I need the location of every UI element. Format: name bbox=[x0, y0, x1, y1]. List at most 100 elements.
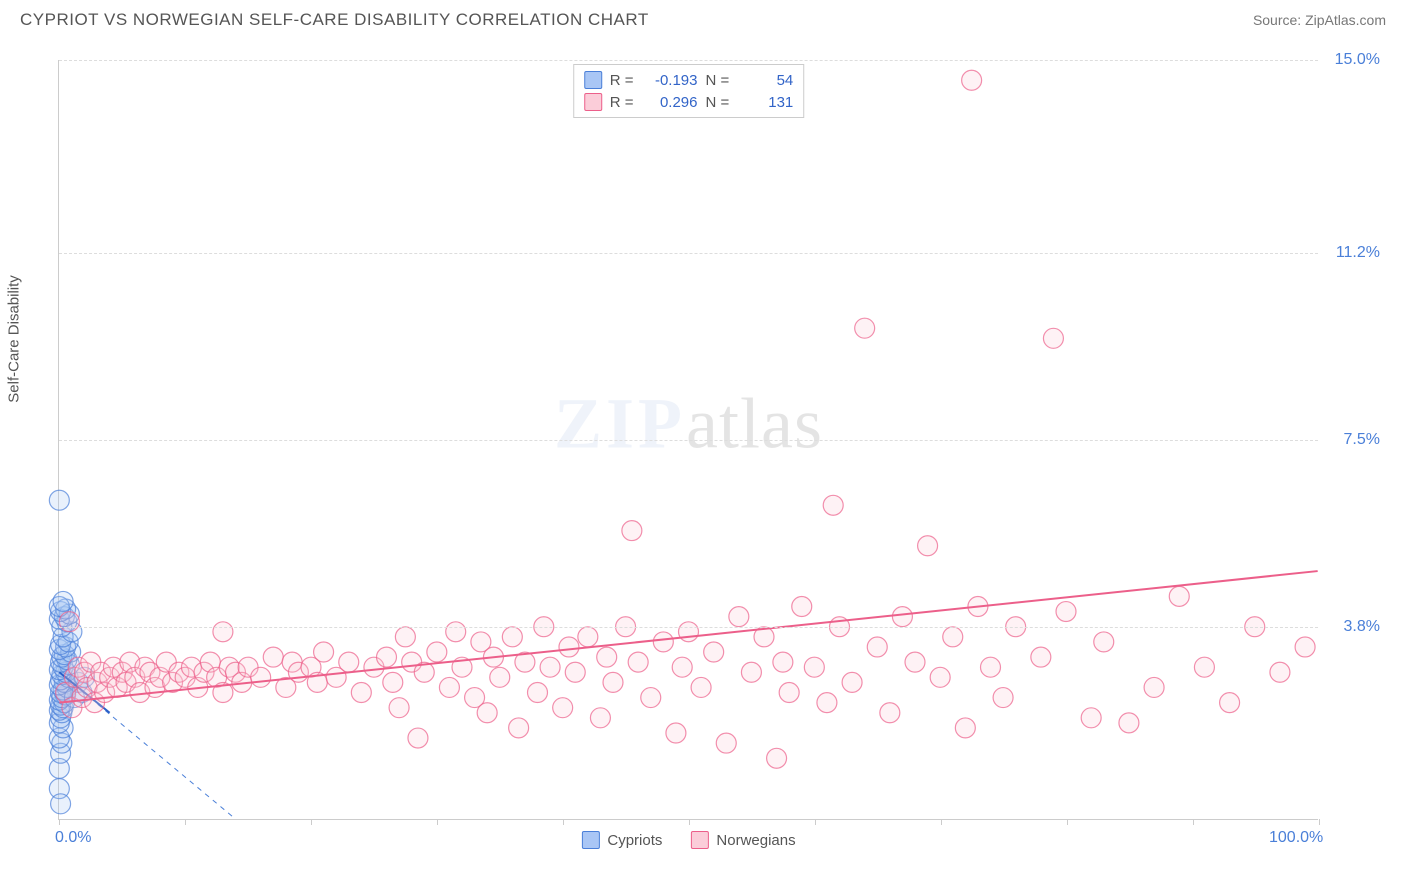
chart-source: Source: ZipAtlas.com bbox=[1253, 12, 1386, 28]
scatter-point bbox=[1119, 713, 1139, 733]
scatter-point bbox=[823, 495, 843, 515]
scatter-point bbox=[679, 622, 699, 642]
gridline bbox=[59, 627, 1318, 628]
scatter-point bbox=[263, 647, 283, 667]
x-tick bbox=[437, 819, 438, 825]
scatter-point bbox=[1056, 602, 1076, 622]
scatter-point bbox=[773, 652, 793, 672]
scatter-point bbox=[49, 490, 69, 510]
scatter-point bbox=[962, 70, 982, 90]
scatter-point bbox=[314, 642, 334, 662]
scatter-point bbox=[446, 622, 466, 642]
scatter-point bbox=[918, 536, 938, 556]
scatter-point bbox=[792, 596, 812, 616]
scatter-point bbox=[641, 688, 661, 708]
trend-line bbox=[59, 571, 1317, 703]
r-label: R = bbox=[610, 72, 634, 89]
scatter-point bbox=[880, 703, 900, 723]
plot-region: ZIPatlas R = -0.193 N = 54 R = 0.296 N =… bbox=[58, 60, 1318, 820]
scatter-point bbox=[981, 657, 1001, 677]
scatter-point bbox=[395, 627, 415, 647]
scatter-point bbox=[892, 607, 912, 627]
x-tick bbox=[563, 819, 564, 825]
scatter-point bbox=[993, 688, 1013, 708]
legend-row-cypriots: R = -0.193 N = 54 bbox=[584, 69, 794, 91]
series-legend: Cypriots Norwegians bbox=[581, 831, 795, 849]
scatter-point bbox=[339, 652, 359, 672]
scatter-point bbox=[1295, 637, 1315, 657]
scatter-point bbox=[817, 693, 837, 713]
x-tick bbox=[185, 819, 186, 825]
scatter-point bbox=[53, 591, 73, 611]
scatter-point bbox=[590, 708, 610, 728]
x-tick bbox=[311, 819, 312, 825]
scatter-point bbox=[1144, 677, 1164, 697]
chart-header: CYPRIOT VS NORWEGIAN SELF-CARE DISABILIT… bbox=[0, 0, 1406, 36]
x-tick bbox=[689, 819, 690, 825]
scatter-point bbox=[351, 683, 371, 703]
chart-title: CYPRIOT VS NORWEGIAN SELF-CARE DISABILIT… bbox=[20, 10, 649, 30]
scatter-point bbox=[628, 652, 648, 672]
y-axis-label: Self-Care Disability bbox=[6, 275, 23, 403]
scatter-point bbox=[905, 652, 925, 672]
y-tick-label: 7.5% bbox=[1344, 431, 1380, 449]
scatter-point bbox=[59, 612, 79, 632]
scatter-point bbox=[427, 642, 447, 662]
scatter-point bbox=[490, 667, 510, 687]
x-tick-label: 0.0% bbox=[55, 829, 91, 847]
scatter-point bbox=[1094, 632, 1114, 652]
x-tick-label: 100.0% bbox=[1269, 829, 1323, 847]
n-label: N = bbox=[706, 72, 730, 89]
x-tick bbox=[941, 819, 942, 825]
scatter-point bbox=[439, 677, 459, 697]
scatter-point bbox=[251, 667, 271, 687]
scatter-point bbox=[779, 683, 799, 703]
scatter-point bbox=[672, 657, 692, 677]
legend-row-norwegians: R = 0.296 N = 131 bbox=[584, 91, 794, 113]
scatter-point bbox=[603, 672, 623, 692]
scatter-point bbox=[578, 627, 598, 647]
legend-item-cypriots: Cypriots bbox=[581, 831, 662, 849]
x-tick bbox=[1193, 819, 1194, 825]
scatter-point bbox=[1081, 708, 1101, 728]
scatter-point bbox=[528, 683, 548, 703]
scatter-point bbox=[1031, 647, 1051, 667]
legend-label-norwegians: Norwegians bbox=[716, 832, 795, 849]
scatter-point bbox=[213, 622, 233, 642]
swatch-norwegians bbox=[584, 93, 602, 111]
scatter-point bbox=[1220, 693, 1240, 713]
swatch-norwegians-icon bbox=[690, 831, 708, 849]
scatter-point bbox=[565, 662, 585, 682]
scatter-point bbox=[804, 657, 824, 677]
scatter-point bbox=[377, 647, 397, 667]
n-label: N = bbox=[706, 94, 730, 111]
scatter-point bbox=[943, 627, 963, 647]
scatter-point bbox=[553, 698, 573, 718]
legend-label-cypriots: Cypriots bbox=[607, 832, 662, 849]
scatter-point bbox=[477, 703, 497, 723]
scatter-point bbox=[767, 748, 787, 768]
scatter-point bbox=[509, 718, 529, 738]
scatter-point bbox=[622, 521, 642, 541]
scatter-point bbox=[867, 637, 887, 657]
n-value-norwegians: 131 bbox=[737, 94, 793, 111]
scatter-point bbox=[408, 728, 428, 748]
scatter-point bbox=[666, 723, 686, 743]
scatter-point bbox=[1194, 657, 1214, 677]
r-value-norwegians: 0.296 bbox=[642, 94, 698, 111]
scatter-point bbox=[741, 662, 761, 682]
scatter-point bbox=[855, 318, 875, 338]
source-prefix: Source: bbox=[1253, 12, 1305, 28]
y-tick-label: 11.2% bbox=[1336, 244, 1380, 262]
scatter-point bbox=[704, 642, 724, 662]
gridline bbox=[59, 440, 1318, 441]
scatter-point bbox=[1169, 586, 1189, 606]
scatter-point bbox=[653, 632, 673, 652]
x-tick bbox=[59, 819, 60, 825]
scatter-point bbox=[383, 672, 403, 692]
swatch-cypriots-icon bbox=[581, 831, 599, 849]
n-value-cypriots: 54 bbox=[737, 72, 793, 89]
gridline bbox=[59, 253, 1318, 254]
correlation-legend: R = -0.193 N = 54 R = 0.296 N = 131 bbox=[573, 64, 805, 118]
scatter-point bbox=[559, 637, 579, 657]
